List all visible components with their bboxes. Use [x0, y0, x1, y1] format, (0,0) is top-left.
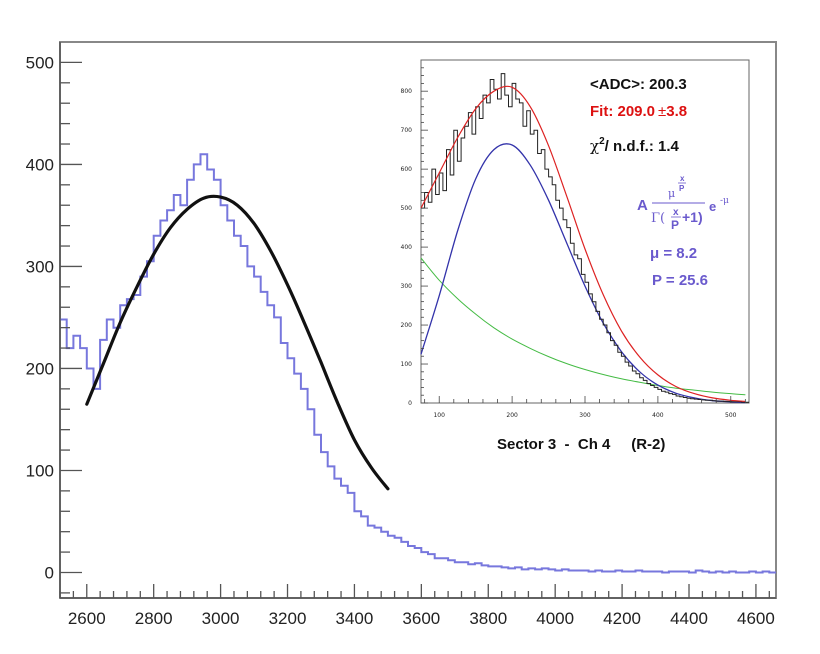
main-y-tick-label: 500 [26, 53, 54, 72]
main-y-tick-label: 400 [26, 155, 54, 174]
formula-mu-numerator: μ [668, 187, 675, 200]
main-x-tick-label: 4600 [737, 609, 775, 628]
fit-value: Fit: 209.0 [590, 103, 655, 120]
inset-x-ticks: 100 200 300 400 500 [424, 396, 746, 419]
main-y-tick-label: 300 [26, 257, 54, 276]
inset-background-curve [420, 257, 746, 396]
inset-adc-mean: <ADC>: 200.3 [590, 76, 687, 93]
inset-y-tick-label: 200 [401, 322, 413, 329]
main-x-tick-label: 3800 [469, 609, 507, 628]
formula-den-p: P [671, 218, 679, 232]
inset-y-tick-label: 800 [401, 88, 413, 95]
inset-y-tick-label: 400 [401, 244, 413, 251]
inset-x-tick-label: 400 [652, 412, 664, 419]
inset-x-tick-label: 300 [579, 412, 591, 419]
inset-x-tick-label: 100 [433, 412, 445, 419]
formula-gamma: Γ( [651, 211, 665, 226]
inset-y-tick-label: 600 [401, 166, 413, 173]
main-histogram-series [60, 153, 776, 574]
formula-e-exponent: -μ [720, 196, 729, 206]
inset-fit-plot: 100 200 300 400 500 0 100 200 300 400 500 600 700 80… [396, 48, 766, 464]
main-x-tick-label: 4000 [536, 609, 574, 628]
main-x-tick-label: 4400 [670, 609, 708, 628]
inset-total-fit-curve [420, 85, 746, 402]
inset-p-value: P = 25.6 [652, 272, 708, 289]
main-x-tick-label: 3000 [202, 609, 240, 628]
main-y-tick-label: 200 [26, 359, 54, 378]
inset-y-tick-label: 0 [408, 400, 412, 407]
formula-A: A [637, 197, 648, 214]
main-x-tick-label: 4200 [603, 609, 641, 628]
formula-plus-one: +1) [682, 209, 703, 225]
inset-background [396, 48, 766, 464]
main-fit-curve [85, 194, 390, 491]
inset-caption: Sector 3 - Ch 4 (R-2) [497, 436, 665, 453]
chi-superscript: 2 [599, 136, 605, 147]
formula-exp-p: P [679, 184, 685, 193]
main-x-ticks: 2600 2800 3000 3200 3400 3600 3800 4000 4200 4400… [59, 584, 775, 628]
inset-formula: A μ x P Γ( x P +1) e -μ [637, 174, 729, 232]
inset-mu-value: μ = 8.2 [650, 245, 697, 262]
inset-x-tick-label: 500 [725, 412, 737, 419]
main-x-tick-label: 3600 [402, 609, 440, 628]
main-y-ticks: 0 100 200 300 400 500 [26, 53, 82, 594]
main-y-tick-label: 0 [45, 563, 54, 582]
inset-data-histogram [421, 73, 749, 403]
inset-signal-curve [420, 143, 746, 404]
chi-value: / n.d.f.: 1.4 [605, 138, 680, 155]
main-x-tick-label: 2800 [135, 609, 173, 628]
fit-plusminus: ± [658, 103, 666, 120]
formula-den-x: x [673, 207, 679, 218]
fit-error: 3.8 [666, 103, 687, 120]
formula-exp-x: x [680, 174, 685, 183]
inset-chi2: χ2/ n.d.f.: 1.4 [590, 136, 679, 155]
formula-e: e [709, 199, 716, 214]
chi-symbol: χ [590, 137, 599, 155]
main-x-tick-label: 3400 [336, 609, 374, 628]
inset-fit-result: Fit: 209.0 ±3.8 [590, 103, 687, 120]
inset-x-tick-label: 200 [506, 412, 518, 419]
inset-y-tick-label: 100 [401, 361, 413, 368]
inset-y-ticks: 0 100 200 300 400 500 600 700 800 [401, 67, 428, 407]
inset-y-tick-label: 300 [401, 283, 413, 290]
main-x-tick-label: 3200 [269, 609, 307, 628]
main-x-tick-label: 2600 [68, 609, 106, 628]
inset-y-tick-label: 500 [401, 205, 413, 212]
main-y-tick-label: 100 [26, 461, 54, 480]
inset-y-tick-label: 700 [401, 127, 413, 134]
